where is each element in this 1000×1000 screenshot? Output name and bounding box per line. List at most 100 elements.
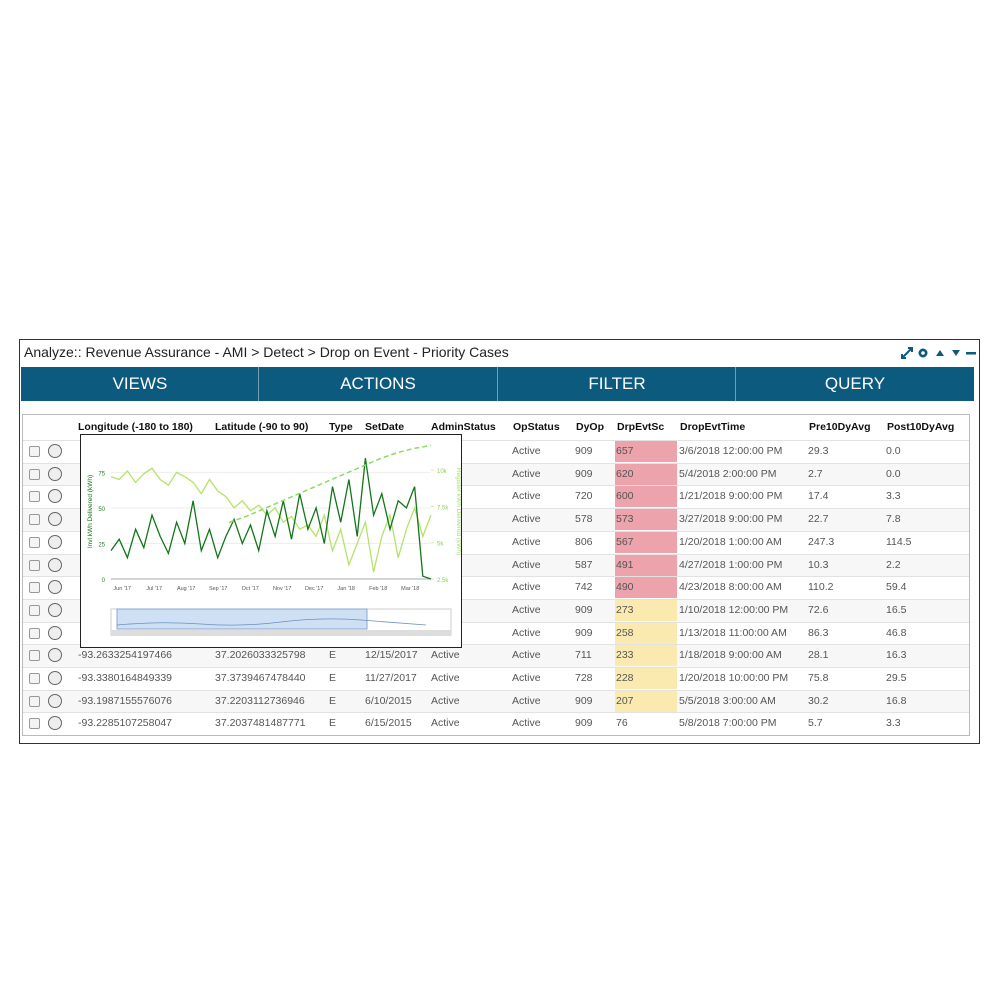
column-header[interactable]: DrpEvtSc — [617, 421, 665, 433]
table-cell: 1/13/2018 11:00:00 AM — [679, 626, 787, 639]
score-highlight — [615, 463, 677, 485]
column-header[interactable]: Pre10DyAvg — [809, 421, 871, 433]
column-header[interactable]: SetDate — [365, 421, 405, 433]
row-checkbox[interactable] — [29, 673, 40, 684]
table — [22, 414, 970, 736]
x-tick-label: Feb '18 — [369, 586, 387, 592]
table-cell: -93.3380164849339 — [78, 672, 173, 684]
row-icon[interactable] — [48, 534, 62, 549]
score-highlight — [615, 599, 677, 621]
series-line — [228, 444, 432, 524]
table-cell: Active — [512, 694, 541, 707]
tab-separator — [497, 367, 498, 401]
y2-tick-label: 5k — [437, 542, 444, 548]
table-cell: E — [329, 672, 337, 684]
row-checkbox[interactable] — [29, 627, 40, 639]
table-cell: 6/10/2015 — [365, 694, 412, 707]
table-cell: 29.5 — [886, 672, 907, 684]
table-cell: 76 — [616, 717, 628, 730]
row-icon[interactable] — [48, 557, 62, 572]
table-cell: Active — [512, 603, 541, 616]
x-tick-label: Aug '17 — [177, 586, 195, 592]
table-cell: 12/15/2017 — [365, 649, 418, 662]
x-tick-label: Jun '17 — [113, 586, 131, 592]
row-checkbox[interactable] — [29, 559, 40, 571]
row-icon[interactable] — [48, 602, 62, 617]
panel-controls[interactable] — [900, 345, 978, 361]
row-checkbox[interactable] — [29, 650, 40, 662]
tab[interactable]: QUERY — [824, 374, 886, 393]
y2-tick-label: 7.5k — [437, 505, 449, 511]
column-header[interactable]: Latitude (-90 to 90) — [215, 421, 309, 433]
table-cell: 207 — [616, 694, 634, 707]
table-cell: 711 — [575, 649, 592, 662]
row-icon[interactable] — [48, 671, 62, 685]
table-cell: Active — [512, 626, 541, 639]
column-header[interactable]: DropEvtTime — [680, 421, 746, 433]
table-cell: 3.3 — [886, 717, 901, 730]
row-icon[interactable] — [48, 648, 62, 663]
score-highlight — [615, 622, 677, 644]
column-header[interactable]: DyOp — [576, 421, 605, 433]
table-cell: 258 — [616, 626, 634, 639]
row-checkbox[interactable] — [29, 446, 40, 457]
row-icon[interactable] — [48, 489, 62, 504]
row-checkbox[interactable] — [29, 695, 40, 707]
tab[interactable]: VIEWS — [112, 374, 168, 393]
series-line — [110, 467, 432, 573]
column-header[interactable]: AdminStatus — [431, 421, 496, 433]
row-checkbox[interactable] — [29, 536, 40, 548]
table-cell: 72.6 — [808, 603, 829, 616]
column-header[interactable]: Type — [329, 421, 353, 433]
table-cell: E — [329, 717, 337, 730]
row-icon[interactable] — [48, 512, 62, 527]
row-icon[interactable] — [48, 625, 62, 640]
row-icon[interactable] — [48, 716, 62, 731]
table-cell: 247.3 — [808, 535, 835, 548]
tab[interactable]: ACTIONS — [340, 374, 416, 393]
row-checkbox[interactable] — [29, 514, 40, 526]
table-cell: E — [329, 694, 337, 707]
table-row — [23, 667, 969, 690]
tab[interactable]: FILTER — [588, 374, 646, 393]
score-highlight — [615, 531, 677, 553]
table-cell: Active — [512, 581, 541, 594]
table-cell: -93.1987155576076 — [78, 694, 173, 707]
tab-separator — [258, 367, 259, 401]
table-cell: 16.5 — [886, 603, 907, 616]
table-cell: 22.7 — [808, 513, 829, 526]
table-cell: 37.2203112736946 — [215, 694, 305, 707]
table-cell: Active — [512, 513, 541, 526]
column-header[interactable]: Longitude (-180 to 180) — [78, 421, 193, 433]
row-checkbox[interactable] — [29, 718, 40, 730]
table-cell: 86.3 — [808, 626, 829, 639]
row-icon[interactable] — [48, 693, 62, 708]
table-cell: 3/6/2018 12:00:00 PM — [679, 445, 783, 457]
row-checkbox[interactable] — [29, 604, 40, 616]
table-cell: 909 — [575, 603, 593, 616]
table-cell: 59.4 — [886, 581, 907, 594]
table-cell: 5.7 — [808, 717, 823, 730]
table-cell: 620 — [616, 467, 634, 480]
row-checkbox[interactable] — [29, 468, 40, 480]
table-cell: 4/27/2018 1:00:00 PM — [679, 558, 783, 571]
table-cell: 600 — [616, 490, 634, 503]
row-icon[interactable] — [48, 580, 62, 595]
x-tick-label: Dec '17 — [305, 586, 323, 592]
table-cell: Active — [512, 558, 541, 571]
score-highlight — [615, 486, 677, 508]
table-cell: 742 — [575, 581, 593, 594]
navigator-scrollbar — [111, 630, 451, 636]
x-tick-label: Oct '17 — [242, 586, 259, 592]
navigator-line — [116, 618, 427, 626]
column-header[interactable]: OpStatus — [513, 421, 560, 433]
row-checkbox[interactable] — [29, 582, 40, 594]
row-icon[interactable] — [48, 466, 62, 481]
table-cell: Active — [512, 672, 541, 684]
table-cell: 17.4 — [808, 490, 829, 503]
row-checkbox[interactable] — [29, 491, 40, 503]
row-icon[interactable] — [48, 444, 62, 458]
chart-popup: 0 25 50 75 2.5k 5k 7.5k 10k Invl kWh Delivered (… — [80, 434, 462, 648]
table-cell: 657 — [616, 445, 634, 457]
column-header[interactable]: Post10DyAvg — [887, 421, 955, 433]
